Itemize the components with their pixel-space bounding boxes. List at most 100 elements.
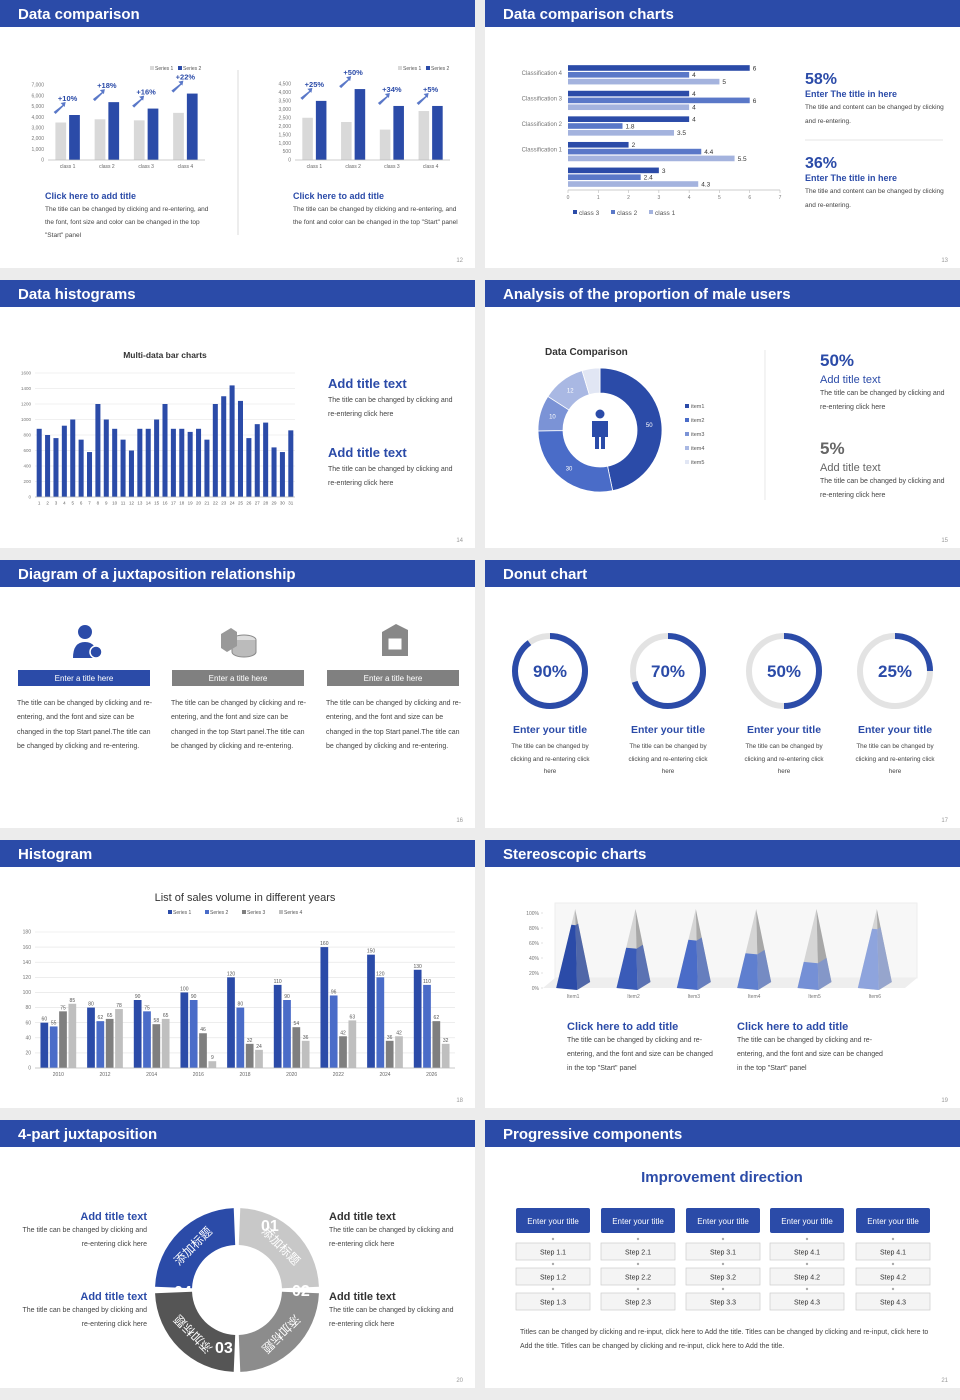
data-label: 110 xyxy=(274,979,282,985)
bar xyxy=(112,428,118,497)
x-tick-label: class 2 xyxy=(99,164,115,170)
button-label: Enter a title here xyxy=(209,674,268,683)
stat-heading: Enter The title in here xyxy=(805,89,897,99)
data-label: 2.4 xyxy=(644,175,653,182)
step-label: Step 4.1 xyxy=(880,1250,906,1257)
x-tick-label: 4 xyxy=(688,195,691,201)
x-tick-label: class 1 xyxy=(60,164,76,170)
data-label: 3.5 xyxy=(677,130,686,137)
stat-heading: Enter The title in here xyxy=(805,173,897,183)
bar xyxy=(288,430,294,497)
text-block: The title can be changed by clicking and… xyxy=(329,1227,454,1248)
bar xyxy=(245,1043,254,1068)
data-label: 4.4 xyxy=(704,149,713,156)
step-label: Step 3.1 xyxy=(710,1250,736,1257)
bar xyxy=(339,1036,347,1068)
bar xyxy=(301,1040,310,1068)
body-text: Titles can be changed by clicking and re… xyxy=(520,1329,929,1350)
bar xyxy=(180,992,189,1068)
bar xyxy=(186,93,198,160)
column-header xyxy=(770,1208,844,1233)
legend-label: Series 1 xyxy=(173,910,192,916)
legend-label: class 3 xyxy=(579,210,600,217)
text-block: The title can be changed by clicking and… xyxy=(820,390,945,411)
slide-background xyxy=(0,280,475,548)
x-tick-label: 1 xyxy=(38,501,41,506)
legend-label: class 2 xyxy=(617,210,638,217)
x-tick-label: 2022 xyxy=(333,1072,344,1078)
bar xyxy=(393,105,404,160)
step-box xyxy=(600,1292,676,1311)
data-label: 36 xyxy=(303,1035,309,1041)
bar xyxy=(221,396,227,497)
page-number: 12 xyxy=(456,258,463,264)
x-tick-label: 15 xyxy=(154,501,160,506)
text-block: The title can be changed by clicking and… xyxy=(22,1307,147,1328)
slide-background xyxy=(0,560,475,828)
icon xyxy=(78,625,92,639)
data-label: 55 xyxy=(51,1020,57,1026)
y-tick-label: 100 xyxy=(23,990,32,996)
body-text: The title can be changed by clicking and… xyxy=(293,206,458,226)
data-label: 90 xyxy=(191,994,197,1000)
data-label: 5.5 xyxy=(738,156,747,163)
item-heading: Add title text xyxy=(328,445,407,460)
bar xyxy=(61,425,67,497)
bar xyxy=(78,439,84,497)
x-tick-label: class 2 xyxy=(345,164,361,170)
legend-label: item1 xyxy=(691,404,704,410)
bar xyxy=(128,450,134,497)
bar xyxy=(187,431,193,497)
bar xyxy=(418,111,430,160)
button-label: Enter a title here xyxy=(364,674,423,683)
stat-value: 36% xyxy=(805,155,837,172)
body-text: The title can be changed by clicking and… xyxy=(329,1307,454,1328)
icon xyxy=(89,645,103,659)
data-label: 9 xyxy=(211,1055,214,1061)
body-text: The title can be changed by clicking and… xyxy=(45,206,209,239)
data-label: 50 xyxy=(646,423,653,429)
connector-dot xyxy=(551,1287,555,1291)
x-tick-label: 10 xyxy=(112,501,118,506)
body-text: The title can be changed by clicking and… xyxy=(171,700,307,751)
y-tick-label: Classification 3 xyxy=(522,96,563,102)
bar xyxy=(315,100,327,160)
legend-label: Series 1 xyxy=(155,66,174,72)
text-block: The title can be changed by clicking and… xyxy=(628,743,707,775)
bar xyxy=(96,1021,105,1068)
y-tick-label: 200 xyxy=(23,479,31,484)
annotation: +50% xyxy=(343,68,363,77)
y-tick-label: 100% xyxy=(526,911,539,917)
text-block: The title can be changed by clicking and… xyxy=(293,206,458,226)
bar xyxy=(95,404,101,497)
bar xyxy=(568,123,623,129)
bar xyxy=(133,1000,142,1068)
legend-swatch xyxy=(205,910,209,914)
annotation: +34% xyxy=(382,85,402,94)
item-heading: Enter your title xyxy=(858,724,932,736)
x-tick-label: 9 xyxy=(105,501,108,506)
body-text: The title can be changed by clicking and… xyxy=(855,743,935,776)
segment-number: 03 xyxy=(215,1340,233,1357)
connector-dot xyxy=(636,1262,640,1266)
y-tick-label: 4,000 xyxy=(31,115,44,121)
x-tick-label: Item3 xyxy=(688,994,701,1000)
title-bar xyxy=(485,1120,960,1147)
data-label: 2 xyxy=(632,142,636,149)
data-label: 12 xyxy=(567,388,574,394)
column-header xyxy=(856,1208,930,1233)
bar xyxy=(154,419,160,497)
y-tick-label: 4,500 xyxy=(278,82,291,88)
data-label: 63 xyxy=(350,1014,356,1020)
bar xyxy=(292,1027,301,1068)
caption-heading: Click here to add title xyxy=(567,1021,678,1033)
body-text: The title can be changed by clicking and… xyxy=(328,397,453,418)
button xyxy=(18,670,150,686)
bar xyxy=(53,438,59,497)
bar xyxy=(283,1000,291,1068)
body-text: The title can be changed by clicking and… xyxy=(744,743,824,776)
ring-arc xyxy=(894,633,933,672)
bar xyxy=(152,1024,161,1068)
data-label: 10 xyxy=(549,414,556,420)
text-block: The title and content can be changed by … xyxy=(805,188,944,209)
